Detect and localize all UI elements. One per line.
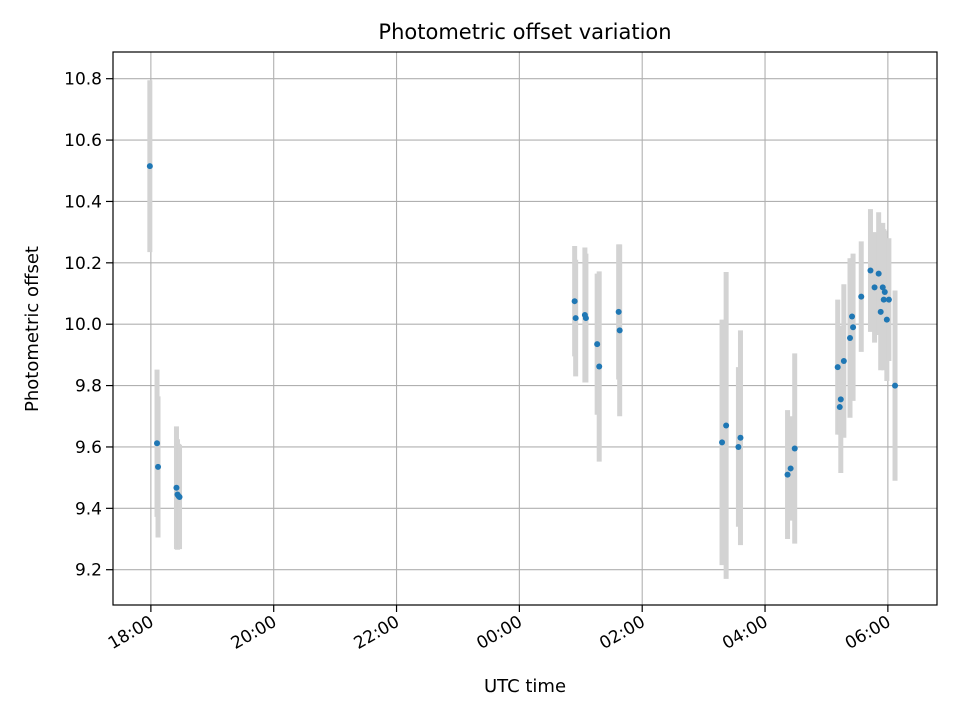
y-tick-label: 9.6: [75, 438, 102, 458]
y-tick-label: 10.4: [64, 192, 102, 212]
data-point: [837, 396, 844, 403]
data-point: [173, 484, 180, 491]
chart-title: Photometric offset variation: [378, 20, 671, 44]
data-point: [176, 493, 183, 500]
data-point: [737, 434, 744, 441]
data-point: [154, 440, 161, 447]
y-axis-label: Photometric offset: [22, 246, 43, 412]
data-point: [723, 422, 730, 429]
data-point: [571, 298, 578, 305]
data-points: [146, 163, 899, 500]
data-point: [879, 284, 886, 291]
data-point: [885, 296, 892, 303]
data-point: [850, 324, 857, 331]
y-tick-label: 10.2: [64, 254, 102, 274]
data-point: [871, 284, 878, 291]
data-point: [791, 445, 798, 452]
data-point: [787, 465, 794, 472]
plot-area-frame: [112, 51, 938, 606]
data-point: [858, 293, 865, 300]
data-point: [892, 382, 899, 389]
data-point: [846, 335, 853, 342]
data-point: [877, 308, 884, 315]
y-tick-label: 10.8: [64, 70, 102, 90]
data-point: [146, 163, 153, 170]
data-point: [840, 358, 847, 365]
data-point: [594, 341, 601, 348]
y-tick-label: 9.8: [75, 377, 102, 397]
data-point: [155, 463, 162, 470]
data-point: [834, 364, 841, 371]
data-point: [883, 316, 890, 323]
y-tick-label: 9.4: [75, 499, 102, 519]
y-tick-label: 10.6: [64, 131, 102, 151]
data-point: [880, 296, 887, 303]
data-point: [572, 315, 579, 322]
data-point: [849, 313, 856, 320]
data-point: [596, 363, 603, 370]
data-point: [719, 439, 726, 446]
data-point: [875, 270, 882, 277]
data-point: [867, 267, 874, 274]
data-point: [582, 315, 589, 322]
data-point: [784, 471, 791, 478]
data-point: [836, 404, 843, 411]
y-tick-label: 10.0: [64, 315, 102, 335]
data-point: [616, 327, 623, 334]
y-tick-label: 9.2: [75, 561, 102, 581]
y-axis-ticks: 9.2 9.4 9.6 9.8 10.0 10.2 10.4 10.6 10.8: [64, 70, 113, 581]
data-point: [881, 288, 888, 295]
grid-lines: [113, 52, 937, 605]
data-point: [735, 443, 742, 450]
x-axis-label: UTC time: [484, 676, 566, 697]
data-point: [615, 308, 622, 315]
